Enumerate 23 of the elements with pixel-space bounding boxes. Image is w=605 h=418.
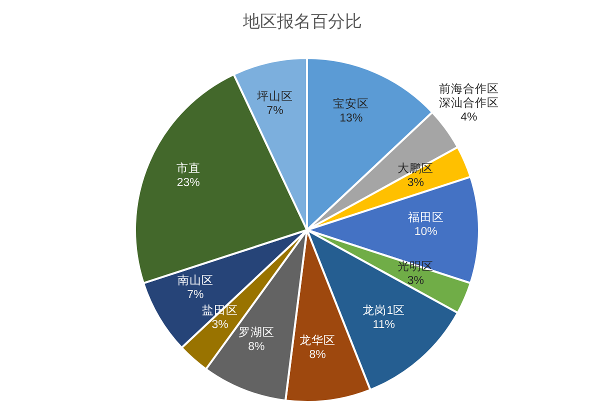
data-label: 8% [248,341,265,354]
data-label: 3% [212,318,228,331]
data-label: 8% [309,348,326,361]
data-label: 13% [340,112,363,124]
data-label: 10% [414,226,438,238]
slice-label: 罗湖区 [238,326,274,340]
data-label: 4% [460,112,478,124]
slice-label: 市直 [176,160,200,175]
chart-title: 地区报名百分比 [242,11,363,33]
slice-label: 南山区 [177,274,214,288]
slice-label: 福田区 [408,211,444,224]
slice-label: 前海合作区深汕合作区 [438,82,499,110]
slice-label: 宝安区 [333,96,370,110]
data-label: 7% [187,289,204,302]
data-label: 3% [407,176,424,189]
data-label: 11% [372,318,395,331]
slice-label: 坪山区 [256,90,293,104]
data-label: 23% [176,176,200,189]
data-label: 7% [266,105,284,118]
slice-label: 大鹏区 [398,162,434,175]
slice-label: 龙华区 [300,334,336,347]
slice-label: 龙岗1区 [362,304,406,317]
data-label: 3% [407,275,424,288]
